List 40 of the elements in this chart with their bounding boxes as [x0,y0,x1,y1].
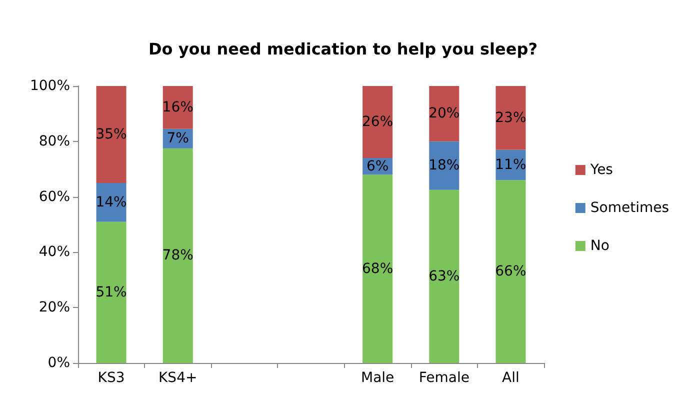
x-tick-label: KS3 [98,370,125,386]
data-label: 14% [96,194,127,210]
data-label: 63% [428,268,460,284]
data-label: 20% [428,106,460,122]
y-tick-label: 0% [48,355,70,371]
bar [429,141,460,190]
x-tick-label: Female [418,370,470,386]
chart-title: Do you need medication to help you sleep? [148,40,538,58]
data-label: 6% [366,158,389,174]
data-label: 16% [162,99,194,116]
bar [96,222,126,363]
bar [362,86,393,158]
y-tick-label: 20% [38,300,70,316]
bar [496,180,526,363]
bar [96,86,126,183]
x-tick-label: All [502,370,520,386]
legend-label: No [590,238,610,254]
bar [162,148,193,363]
bar [429,190,460,363]
x-tick-label: Male [360,370,394,386]
y-tick-label: 60% [38,188,70,205]
bar [362,174,393,363]
x-tick-label: KS4+ [158,370,198,386]
data-label: 35% [96,126,127,142]
legend-label: Sometimes [590,200,670,216]
data-label: 51% [96,284,127,300]
data-label: 78% [162,248,194,264]
data-label: 11% [495,156,526,173]
bar [496,86,526,150]
y-tick-label: 40% [38,244,70,260]
data-label: 18% [428,158,460,174]
data-label: 7% [166,130,189,147]
data-label: 66% [495,264,526,280]
legend-label: Yes [589,162,613,178]
data-label: 26% [362,114,394,130]
bar [429,86,460,142]
y-tick-label: 100% [30,78,70,94]
data-label: 23% [495,110,526,126]
data-label: 68% [362,260,394,277]
y-tick-label: 80% [38,133,70,150]
